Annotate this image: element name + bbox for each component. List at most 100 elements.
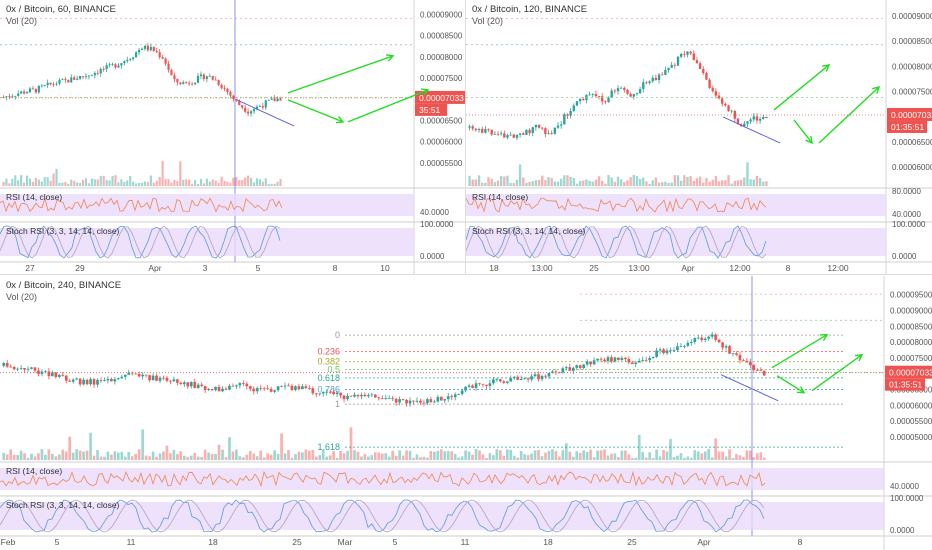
candle-body [617,357,620,360]
candle-body [318,393,322,395]
candle-body [765,117,768,119]
candle-body [474,383,478,388]
candle-body [40,85,43,87]
fib-level-label: 0.618 [317,373,340,383]
volume-bar [68,436,72,460]
volume-bar [78,450,82,460]
chart-panel-240m[interactable]: 0.00009500 0.00009000 0.00008500 0.00008000… [0,276,932,550]
candle-body [544,375,547,377]
volume-bar [5,454,9,460]
candle-body [556,125,560,128]
volume-bar [129,175,132,186]
volume-bar [314,456,318,460]
volume-bar [79,183,82,186]
volume-bar [87,183,91,186]
candle-body [114,64,117,68]
volume-bar [670,182,673,186]
candle-body [620,357,624,360]
candle-body [280,386,283,388]
volume-bar [642,177,645,186]
y-tick-label: 0.00007500 [890,354,932,363]
candle-body [669,350,672,352]
volume-bar [185,179,188,186]
countdown-tag [885,378,925,391]
candle-body [551,371,554,374]
stoch-d-line [466,225,767,259]
candle-body [630,362,634,365]
candle-body [582,364,586,369]
volume-bar [126,180,129,186]
volume-bar [130,456,134,460]
volume-bar [765,181,768,186]
rsi-band [0,194,414,216]
volume-bar [179,161,182,186]
volume-bar [492,455,495,460]
volume-bar [49,180,52,186]
candle-body [481,129,484,133]
fib-level-label: 0.786 [317,385,340,395]
volume-bar [196,456,200,460]
volume-bar [607,175,610,186]
stoch-k-line [466,225,767,259]
volume-bar [67,183,70,186]
volume-bar [710,457,714,460]
candle-body [654,77,658,81]
candle-body [93,73,96,76]
volume-bar [626,180,629,186]
chart-panel-60m[interactable]: 0.00009000 0.00008500 0.00008000 0.00007500… [0,0,466,275]
volume-bar [5,178,8,186]
candle-body [446,396,450,400]
fib-level-label: 0.382 [317,357,340,367]
volume-bar [460,456,464,460]
candle-body [695,60,699,64]
candle-body [516,376,520,380]
volume-bar [485,457,488,460]
candle-body [129,59,132,60]
x-tick-label: 18 [208,537,218,547]
volume-bar [707,449,711,460]
candle-body [108,64,111,66]
volume-bar [471,454,474,460]
candle-body [554,371,558,373]
x-tick-label: 12:00 [827,263,849,273]
volume-bar [703,451,707,460]
volume-bar [188,179,191,186]
y-tick-label: 0.00007500 [420,74,463,83]
candle-body [202,74,205,80]
volume-bar [564,443,568,460]
trendline [722,116,781,144]
volume-bar [137,183,141,186]
volume-bar [505,449,509,460]
volume-bar [294,454,297,460]
candle-body [599,358,603,360]
rsi-tick-label: 40.0000 [420,208,449,217]
candle-body [749,119,752,122]
volume-bar [191,183,194,186]
candle-body [597,96,601,97]
candle-body [276,98,279,102]
candle-body [613,357,617,362]
candle-body [267,99,270,101]
chart-panel-120m[interactable]: 0.00009000 0.00008500 0.00008000 0.00007500… [466,0,932,275]
x-tick-label: 10 [380,263,390,273]
volume-bar [134,453,138,460]
volume-bar [123,456,127,460]
volume-bar [196,183,200,186]
volume-bar [488,453,492,460]
candle-body [117,378,120,380]
volume-bar [654,177,658,186]
volume-bar [544,452,547,460]
volume-bar [114,175,117,186]
candle-body [439,397,443,401]
volume-bar [232,177,235,186]
volume-bar [550,178,553,186]
candle-body [247,111,250,114]
volume-bar [391,450,395,460]
volume-bar [613,453,617,460]
candle-body [509,134,512,136]
candle-body [711,87,714,92]
volume-bar [155,180,158,186]
volume-bar [752,457,756,460]
candle-body [676,346,679,351]
volume-bar [669,439,672,460]
